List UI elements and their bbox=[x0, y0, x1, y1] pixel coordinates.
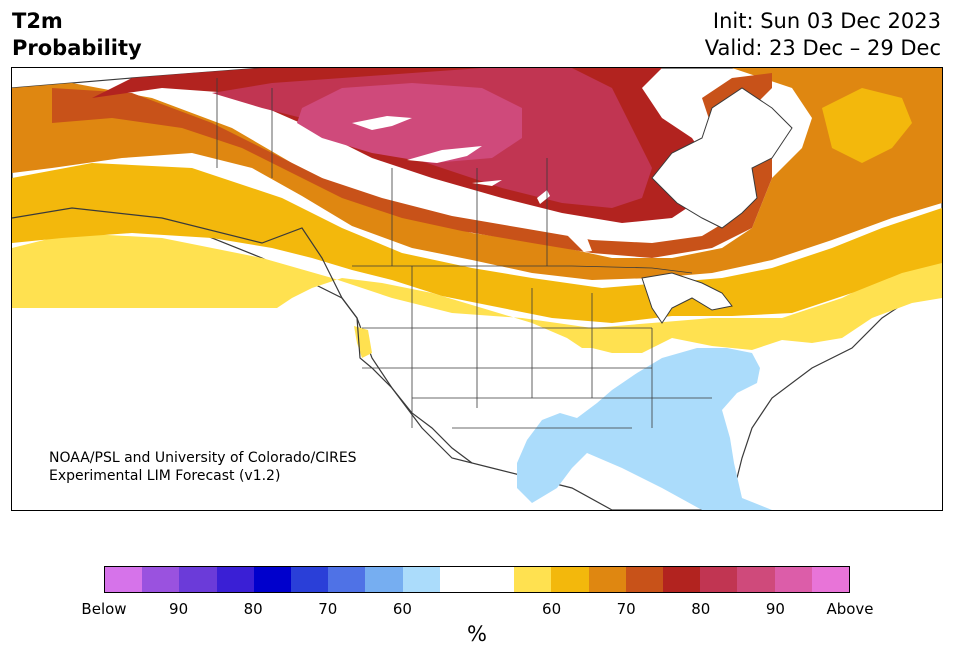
colorbar bbox=[104, 566, 850, 593]
region-above-60-70 bbox=[12, 163, 942, 323]
init-date: Init: Sun 03 Dec 2023 bbox=[712, 9, 941, 33]
valid-range: Valid: 23 Dec – 29 Dec bbox=[704, 36, 941, 60]
colorbar-tick-4: 60 bbox=[392, 600, 412, 618]
colorbar-swatch-16 bbox=[700, 567, 738, 592]
colorbar-swatch-18 bbox=[774, 567, 812, 592]
map-title: T2m Probability bbox=[12, 8, 142, 62]
colorbar-tick-7: 80 bbox=[691, 600, 711, 618]
probability-map bbox=[11, 67, 943, 511]
colorbar-tick-8: 90 bbox=[765, 600, 785, 618]
colorbar-swatch-19 bbox=[811, 567, 850, 592]
colorbar-swatch-10 bbox=[477, 567, 515, 592]
colorbar-swatch-11 bbox=[514, 567, 552, 592]
colorbar-swatch-7 bbox=[365, 567, 403, 592]
colorbar-swatch-5 bbox=[291, 567, 329, 592]
colorbar-swatch-6 bbox=[328, 567, 366, 592]
colorbar-tick-6: 70 bbox=[616, 600, 636, 618]
region-above-70-east bbox=[822, 88, 912, 163]
colorbar-unit: % bbox=[467, 622, 487, 646]
colorbar-swatch-15 bbox=[663, 567, 701, 592]
colorbar-swatch-9 bbox=[439, 567, 478, 592]
great-slave-lake bbox=[407, 146, 482, 163]
credit-line-2: Experimental LIM Forecast (v1.2) bbox=[49, 468, 281, 484]
lake-athabasca bbox=[472, 180, 502, 186]
colorbar-tick-3: 70 bbox=[318, 600, 338, 618]
borders bbox=[216, 78, 712, 429]
colorbar-swatch-2 bbox=[179, 567, 217, 592]
credit-line-1: NOAA/PSL and University of Colorado/CIRE… bbox=[49, 450, 357, 466]
region-below-60 bbox=[517, 348, 772, 510]
colorbar-swatch-14 bbox=[625, 567, 664, 592]
title-line-2: Probability bbox=[12, 36, 142, 60]
date-info: Init: Sun 03 Dec 2023 Valid: 23 Dec – 29… bbox=[705, 8, 941, 62]
colorbar-swatch-13 bbox=[588, 567, 626, 592]
region-above-70-80 bbox=[52, 73, 772, 258]
great-bear-lake bbox=[352, 116, 412, 130]
colorbar-tick-9: Above bbox=[826, 600, 874, 618]
great-lakes bbox=[641, 272, 733, 324]
colorbar-swatch-12 bbox=[551, 567, 589, 592]
colorbar-tick-0: Below bbox=[81, 600, 127, 618]
colorbar-swatch-4 bbox=[253, 567, 292, 592]
hudson-bay bbox=[651, 87, 793, 229]
data-credit: NOAA/PSL and University of Colorado/CIRE… bbox=[49, 449, 357, 485]
map-canvas bbox=[12, 68, 942, 510]
lake-winnipeg bbox=[560, 226, 592, 252]
region-above-90 bbox=[297, 83, 522, 163]
colorbar-swatch-3 bbox=[216, 567, 254, 592]
colorbar-swatch-17 bbox=[737, 567, 775, 592]
colorbar-tick-1: 90 bbox=[169, 600, 189, 618]
region-above-60 bbox=[12, 233, 942, 353]
pacific-coast bbox=[12, 207, 473, 464]
colorbar-tick-2: 80 bbox=[243, 600, 263, 618]
colorbar-tick-5: 60 bbox=[542, 600, 562, 618]
title-line-1: T2m bbox=[12, 9, 63, 33]
colorbar-swatch-0 bbox=[105, 567, 143, 592]
colorbar-swatch-1 bbox=[142, 567, 180, 592]
colorbar-swatch-8 bbox=[402, 567, 440, 592]
